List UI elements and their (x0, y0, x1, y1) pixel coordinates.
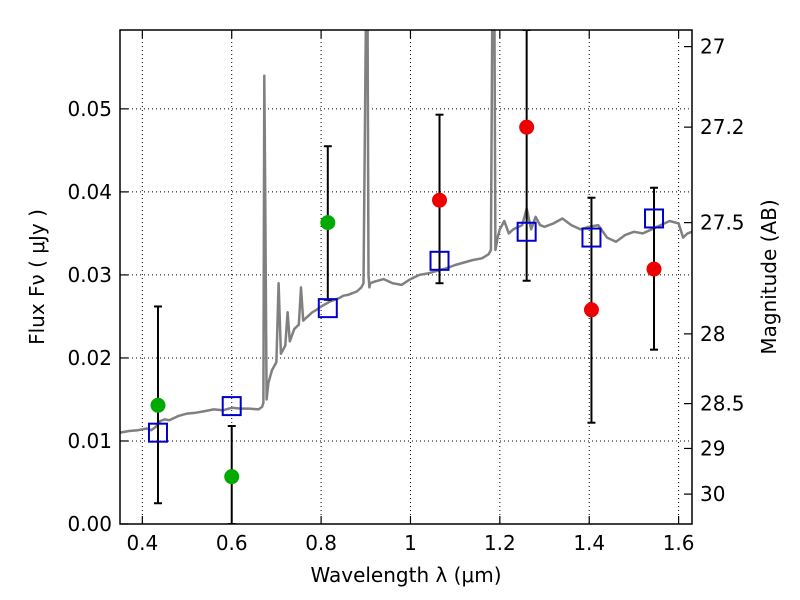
y-tick-label: 0.03 (67, 263, 112, 287)
right-axis-ticks: 27 27.2 27.5 28 28.5 29 30 (684, 35, 745, 506)
error-bars (153, 30, 659, 524)
grid (120, 30, 692, 525)
right-tick-label: 28 (700, 322, 725, 346)
right-tick-label: 29 (700, 436, 725, 460)
x-tick-label: 0.4 (126, 531, 158, 555)
x-tick-label: 1.2 (484, 531, 516, 555)
model-square (581, 227, 602, 248)
observed-point (224, 469, 240, 485)
y-tick-label: 0.05 (67, 97, 112, 121)
x-axis-ticks: 0.4 0.6 0.8 1 1.2 1.4 1.6 (126, 30, 695, 555)
spectrum-line (120, 30, 692, 434)
y-tick-label: 0.04 (67, 180, 112, 204)
observed-point (432, 192, 448, 208)
right-tick-label: 28.5 (700, 392, 745, 416)
model-square (429, 250, 450, 271)
model-square (644, 208, 665, 229)
model-square (147, 422, 168, 443)
y-tick-label: 0.00 (67, 512, 112, 536)
observed-points (150, 119, 662, 485)
x-tick-label: 0.6 (216, 531, 248, 555)
model-square (516, 221, 537, 242)
x-tick-label: 0.8 (305, 531, 337, 555)
observed-point (320, 215, 336, 231)
y-axis-ticks: 0.00 0.01 0.02 0.03 0.04 0.05 (67, 97, 128, 536)
right-tick-label: 27.5 (700, 211, 745, 235)
model-square (221, 396, 242, 417)
plot-frame (119, 29, 693, 525)
right-tick-label: 30 (700, 482, 725, 506)
model-square (317, 298, 338, 319)
observed-point (519, 119, 535, 135)
x-tick-label: 1.4 (573, 531, 605, 555)
y-tick-label: 0.01 (67, 429, 112, 453)
x-axis-label: Wavelength λ (μm) (310, 563, 501, 587)
observed-point (583, 302, 599, 318)
observed-point (646, 261, 662, 277)
y-tick-label: 0.02 (67, 346, 112, 370)
right-tick-label: 27 (700, 35, 725, 59)
right-tick-label: 27.2 (700, 115, 745, 139)
x-tick-label: 1 (404, 531, 417, 555)
right-axis-label: Magnitude (AB) (757, 199, 781, 354)
y-axis-label: Flux Fν ( μJy ) (25, 209, 49, 345)
observed-point (150, 397, 166, 413)
model-photometry-squares (147, 208, 665, 443)
x-tick-label: 1.6 (663, 531, 695, 555)
